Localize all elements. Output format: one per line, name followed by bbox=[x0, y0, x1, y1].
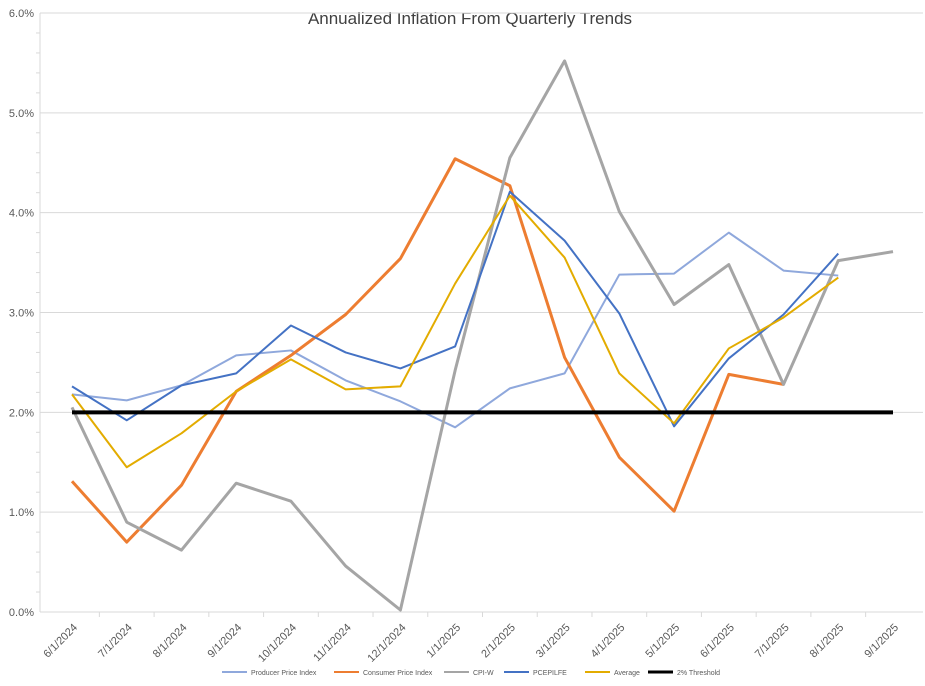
x-tick-label: 9/1/2025 bbox=[862, 622, 901, 661]
chart-title: Annualized Inflation From Quarterly Tren… bbox=[308, 9, 632, 28]
x-tick-label: 7/1/2024 bbox=[96, 622, 135, 661]
x-tick-label: 5/1/2025 bbox=[643, 622, 682, 661]
x-tick-label: 12/1/2024 bbox=[365, 622, 408, 665]
x-tick-label: 1/1/2025 bbox=[424, 622, 463, 661]
y-tick-label: 3.0% bbox=[9, 308, 34, 320]
x-tick-label: 3/1/2025 bbox=[534, 622, 573, 661]
legend-label: 2% Threshold bbox=[677, 670, 720, 677]
x-tick-label: 2/1/2025 bbox=[479, 622, 518, 661]
x-tick-label: 8/1/2024 bbox=[151, 622, 190, 661]
legend-label: Average bbox=[614, 670, 640, 677]
x-tick-label: 10/1/2024 bbox=[256, 622, 299, 665]
legend-label: Consumer Price Index bbox=[363, 670, 433, 677]
series-line-producer-price-index bbox=[71, 231, 839, 429]
legend-label: Producer Price Index bbox=[251, 670, 317, 677]
series-line-cpi-w bbox=[70, 59, 894, 612]
x-tick-label: 6/1/2025 bbox=[698, 622, 737, 661]
x-tick-label: 9/1/2024 bbox=[206, 622, 245, 661]
x-tick-label: 6/1/2024 bbox=[41, 622, 80, 661]
series-line-pcepilfe bbox=[71, 190, 840, 428]
y-tick-label: 4.0% bbox=[9, 208, 34, 220]
x-tick-label: 8/1/2025 bbox=[808, 622, 847, 661]
x-tick-label: 4/1/2025 bbox=[589, 622, 628, 661]
legend-label: CPI-W bbox=[473, 670, 494, 677]
y-tick-label: 1.0% bbox=[9, 507, 34, 519]
x-tick-label: 11/1/2024 bbox=[311, 622, 354, 665]
y-tick-label: 5.0% bbox=[9, 108, 34, 120]
series-line-average bbox=[71, 194, 839, 469]
legend-label: PCEPILFE bbox=[533, 670, 567, 677]
y-tick-label: 2.0% bbox=[9, 407, 34, 419]
y-tick-label: 6.0% bbox=[9, 8, 34, 20]
x-tick-label: 7/1/2025 bbox=[753, 622, 792, 661]
y-tick-label: 0.0% bbox=[9, 607, 34, 619]
series-line-consumer-price-index bbox=[70, 157, 784, 544]
